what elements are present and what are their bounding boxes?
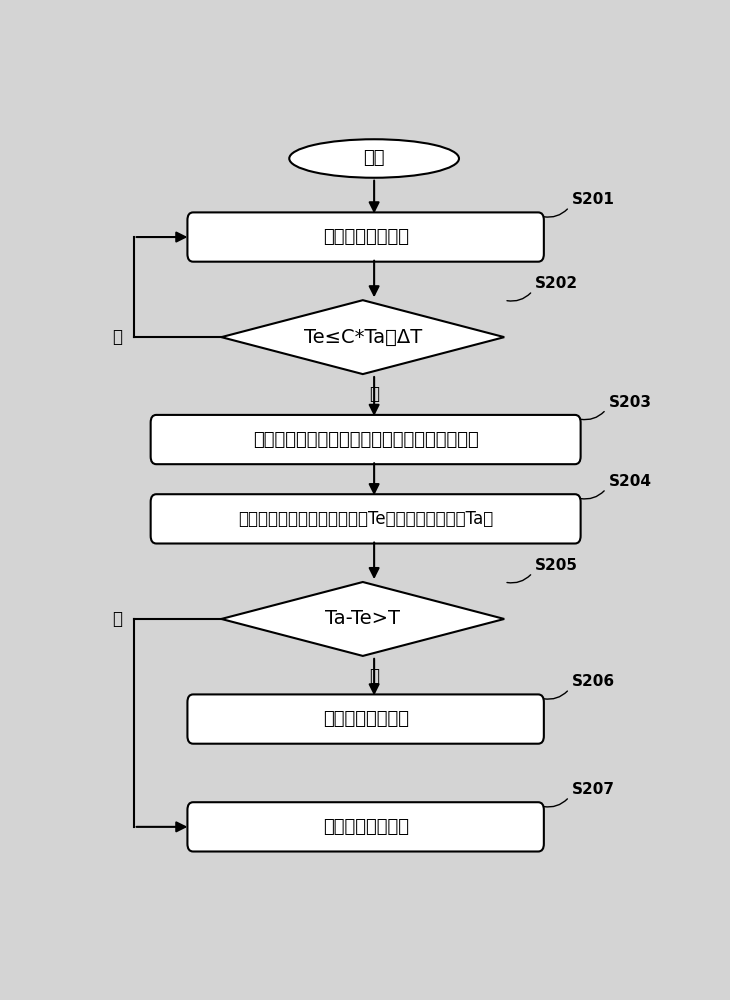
Text: S202: S202	[535, 276, 578, 291]
Text: S206: S206	[572, 674, 615, 689]
Text: S201: S201	[572, 192, 615, 207]
Text: S205: S205	[535, 558, 578, 573]
Text: 空调运行制热模式: 空调运行制热模式	[323, 228, 409, 246]
FancyBboxPatch shape	[150, 494, 580, 544]
Text: 是: 是	[369, 667, 379, 685]
Ellipse shape	[289, 139, 459, 178]
Text: 启动室外机的风机: 启动室外机的风机	[323, 710, 409, 728]
FancyBboxPatch shape	[188, 802, 544, 852]
Text: Ta-Te>T: Ta-Te>T	[326, 609, 400, 628]
Text: 切换空调的冷媒循环方向以使空调进入除霜模式: 切换空调的冷媒循环方向以使空调进入除霜模式	[253, 431, 478, 449]
FancyBboxPatch shape	[188, 212, 544, 262]
Polygon shape	[221, 582, 504, 656]
Polygon shape	[221, 300, 504, 374]
Text: 是: 是	[369, 385, 379, 403]
Text: 关闭室外机的风机: 关闭室外机的风机	[323, 818, 409, 836]
Text: 检测室外机的换热器表面温度Te以及室外环境温度Ta；: 检测室外机的换热器表面温度Te以及室外环境温度Ta；	[238, 510, 493, 528]
Text: 开始: 开始	[364, 149, 385, 167]
Text: S204: S204	[609, 474, 652, 489]
FancyBboxPatch shape	[150, 415, 580, 464]
Text: 否: 否	[112, 610, 123, 628]
Text: S203: S203	[609, 395, 652, 410]
Text: S207: S207	[572, 782, 615, 797]
Text: 否: 否	[112, 328, 123, 346]
Text: Te≤C*Ta－ΔT: Te≤C*Ta－ΔT	[304, 328, 422, 347]
FancyBboxPatch shape	[188, 694, 544, 744]
